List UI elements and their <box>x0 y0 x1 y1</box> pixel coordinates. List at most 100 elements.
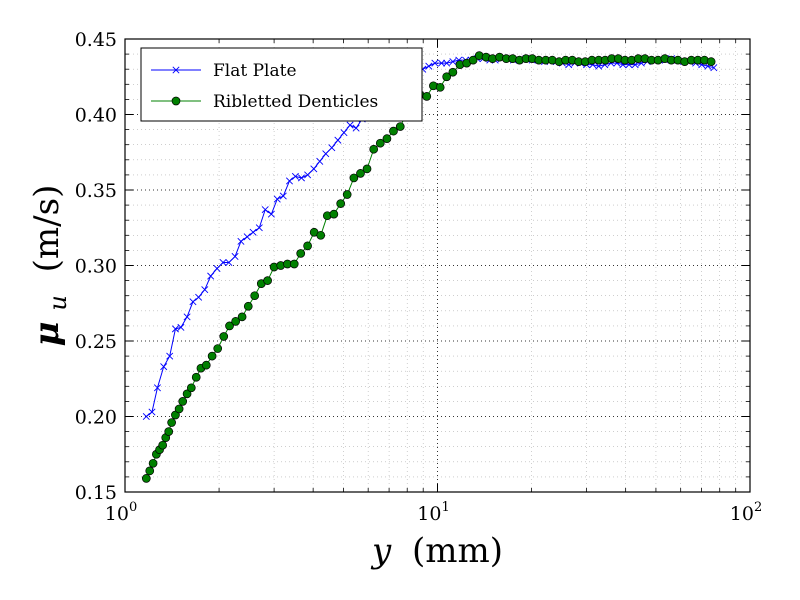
y-tick-label: 0.45 <box>75 29 117 51</box>
data-point <box>334 136 342 144</box>
data-point <box>273 195 281 203</box>
data-point <box>207 351 217 361</box>
legend-marker <box>171 96 181 106</box>
x-axis-unit: (mm) <box>412 531 503 571</box>
data-point <box>297 174 305 182</box>
data-point <box>201 360 211 370</box>
data-point <box>291 172 299 180</box>
data-point <box>340 129 348 137</box>
data-point <box>225 258 233 266</box>
data-point <box>437 59 446 67</box>
data-point <box>443 59 451 67</box>
data-point <box>177 323 185 331</box>
data-point <box>389 126 398 136</box>
y-tick-label: 0.20 <box>75 407 117 429</box>
data-point <box>356 169 365 178</box>
data-point <box>164 427 174 436</box>
legend-item: Flat Plate <box>151 61 297 81</box>
data-point <box>160 363 168 371</box>
data-point <box>255 224 263 232</box>
data-point <box>219 332 229 341</box>
data-point <box>279 192 287 200</box>
y-axis-unit: (m/s) <box>27 185 67 273</box>
data-point <box>336 199 346 208</box>
data-point <box>285 177 293 185</box>
legend-item: Ribletted Denticles <box>151 92 378 112</box>
legend-label: Flat Plate <box>213 61 297 81</box>
data-point <box>362 164 372 174</box>
series-2 <box>141 51 716 483</box>
data-point <box>183 313 191 321</box>
y-tick-label: 0.15 <box>75 482 117 504</box>
y-axis-subscript: u <box>44 295 72 310</box>
data-point <box>167 418 176 427</box>
data-point <box>488 54 497 63</box>
data-point <box>342 190 352 199</box>
data-point <box>213 344 223 353</box>
data-point <box>382 134 392 144</box>
data-point <box>352 124 360 132</box>
data-point <box>316 157 324 165</box>
data-point <box>425 62 433 70</box>
x-axis-label: y (mm) <box>370 531 503 571</box>
x-axis-symbol: y <box>370 531 392 571</box>
data-point <box>186 383 196 393</box>
data-point <box>201 286 209 294</box>
axis-ticks <box>124 38 751 493</box>
y-tick-label: 0.30 <box>75 256 117 278</box>
data-point <box>207 272 215 280</box>
data-point <box>219 258 227 266</box>
series-layer <box>141 51 718 483</box>
x-tick-label: 101 <box>417 500 449 525</box>
data-point <box>166 352 174 360</box>
data-point <box>422 92 432 101</box>
data-point <box>328 144 336 152</box>
legend-label: Ribletted Denticles <box>213 92 378 112</box>
x-tick-label: 100 <box>105 500 137 525</box>
legend-box <box>140 47 423 122</box>
data-point <box>243 301 253 311</box>
data-point <box>178 397 188 406</box>
data-point <box>195 293 203 301</box>
data-point <box>346 121 354 129</box>
data-point <box>249 228 257 236</box>
data-point <box>158 440 168 450</box>
data-point <box>171 325 179 333</box>
data-point <box>148 408 156 416</box>
data-point <box>261 206 269 214</box>
data-point <box>442 72 452 82</box>
tick-labels: 0.15 0.20 0.25 0.30 0.35 0.40 0.45 100 101 102 <box>75 29 763 525</box>
data-point <box>304 171 312 179</box>
data-point <box>468 55 478 65</box>
data-point <box>303 241 312 251</box>
data-point <box>189 298 197 306</box>
data-point <box>213 265 221 273</box>
data-point <box>375 138 385 148</box>
data-point <box>250 291 260 301</box>
y-tick-label: 0.25 <box>75 331 117 353</box>
data-point <box>237 312 247 322</box>
data-point <box>182 389 192 399</box>
data-point <box>153 384 161 392</box>
data-point <box>316 230 326 240</box>
data-point <box>310 165 318 173</box>
legend: Flat Plate Ribletted Denticles <box>140 47 423 122</box>
data-point <box>435 82 445 92</box>
data-point <box>296 249 306 258</box>
y-axis-label: μ u (m/s) <box>27 185 75 347</box>
data-point <box>145 466 155 476</box>
data-point <box>148 458 158 468</box>
y-axis-symbol: μ <box>27 321 67 346</box>
data-point <box>237 237 245 245</box>
data-point <box>142 412 150 421</box>
data-point <box>395 122 405 131</box>
data-point <box>595 62 603 70</box>
x-tick-label: 102 <box>730 500 762 525</box>
legend-marker <box>172 66 180 74</box>
data-point <box>231 317 241 326</box>
data-point <box>322 150 330 158</box>
data-point <box>706 57 716 67</box>
y-tick-label: 0.40 <box>75 105 117 127</box>
data-point <box>349 173 359 183</box>
